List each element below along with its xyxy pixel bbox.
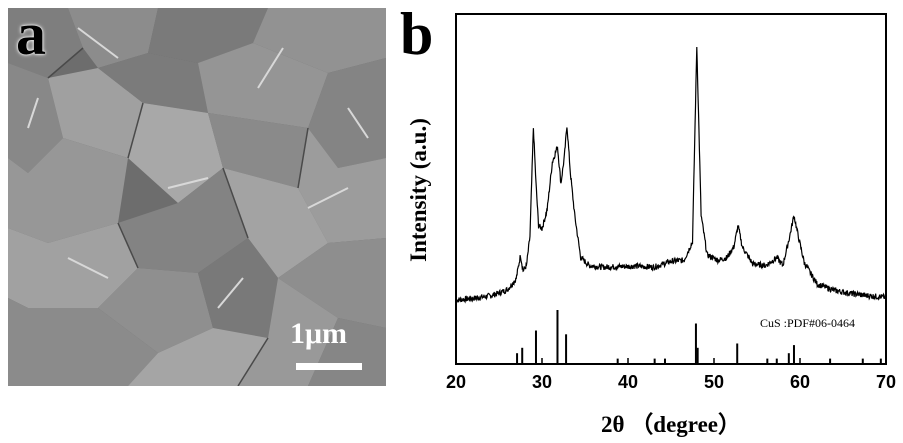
xrd-pattern-line bbox=[455, 47, 887, 304]
x-tick-label: 70 bbox=[876, 372, 896, 392]
plot-frame bbox=[455, 13, 887, 365]
xrd-chart: 20 30 40 50 60 70 CuS :PDF#06-0464 2θ （degree… bbox=[406, 13, 896, 437]
x-tick-label: 30 bbox=[532, 372, 552, 392]
panel-a-label: a bbox=[16, 1, 46, 67]
x-tick-label: 50 bbox=[704, 372, 724, 392]
x-axis-ticks: 20 30 40 50 60 70 bbox=[446, 358, 896, 392]
y-axis-title: Intensity (a.u.) bbox=[406, 118, 431, 262]
x-tick-label: 60 bbox=[790, 372, 810, 392]
reference-label: CuS :PDF#06-0464 bbox=[760, 316, 855, 330]
sem-micrograph bbox=[8, 8, 386, 386]
scale-bar bbox=[296, 363, 362, 370]
reference-peaks bbox=[516, 310, 882, 364]
x-axis-title: 2θ （degree） bbox=[601, 411, 741, 437]
panel-b-label: b bbox=[400, 1, 434, 67]
sem-texture bbox=[8, 8, 386, 386]
x-tick-label: 20 bbox=[446, 372, 466, 392]
scale-bar-label: 1μm bbox=[290, 317, 347, 350]
x-tick-label: 40 bbox=[618, 372, 638, 392]
